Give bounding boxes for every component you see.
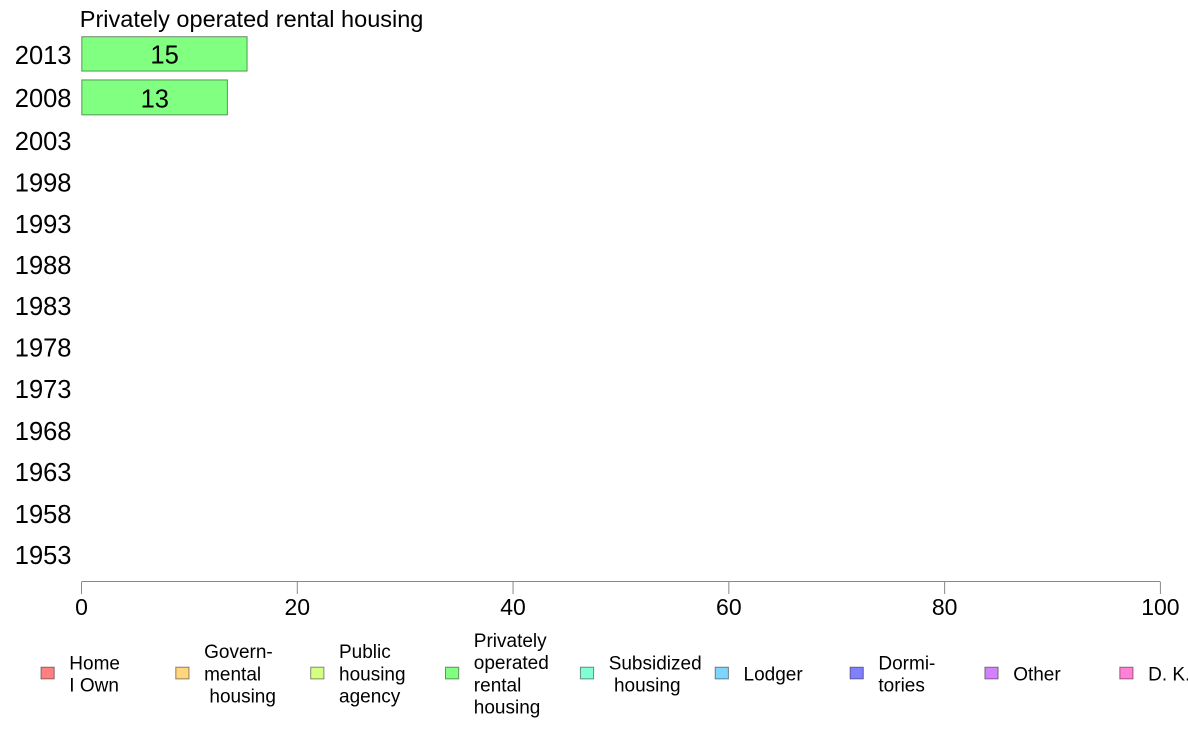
svg-text:1963: 1963	[15, 459, 72, 487]
svg-text:Lodger: Lodger	[744, 664, 804, 685]
svg-text:Other: Other	[1013, 664, 1061, 685]
svg-text:20: 20	[284, 594, 310, 620]
svg-text:13: 13	[141, 86, 169, 114]
svg-text:1983: 1983	[15, 293, 72, 321]
svg-text:Govern-mental housing: Govern-mental housing	[204, 642, 276, 707]
svg-text:1973: 1973	[15, 376, 72, 404]
svg-text:1968: 1968	[15, 418, 72, 446]
svg-text:40: 40	[500, 594, 526, 620]
svg-text:60: 60	[716, 594, 742, 620]
svg-text:1988: 1988	[15, 252, 72, 280]
svg-text:0: 0	[75, 594, 88, 620]
svg-text:1993: 1993	[15, 211, 72, 239]
svg-text:2013: 2013	[15, 42, 72, 70]
svg-text:1953: 1953	[15, 542, 72, 570]
svg-text:15: 15	[150, 42, 178, 70]
svg-text:100: 100	[1141, 594, 1179, 620]
svg-text:2008: 2008	[15, 85, 72, 113]
svg-text:Privately operated rental hous: Privately operated rental housing	[80, 6, 424, 32]
svg-text:1958: 1958	[15, 501, 72, 529]
svg-text:80: 80	[932, 594, 958, 620]
svg-text:Subsidized housing: Subsidized housing	[609, 653, 702, 696]
svg-text:2003: 2003	[15, 128, 72, 156]
svg-text:1978: 1978	[15, 335, 72, 363]
svg-text:1998: 1998	[15, 169, 72, 197]
svg-text:Dormi-tories: Dormi-tories	[878, 653, 935, 696]
svg-text:D. K.: D. K.	[1148, 664, 1188, 685]
